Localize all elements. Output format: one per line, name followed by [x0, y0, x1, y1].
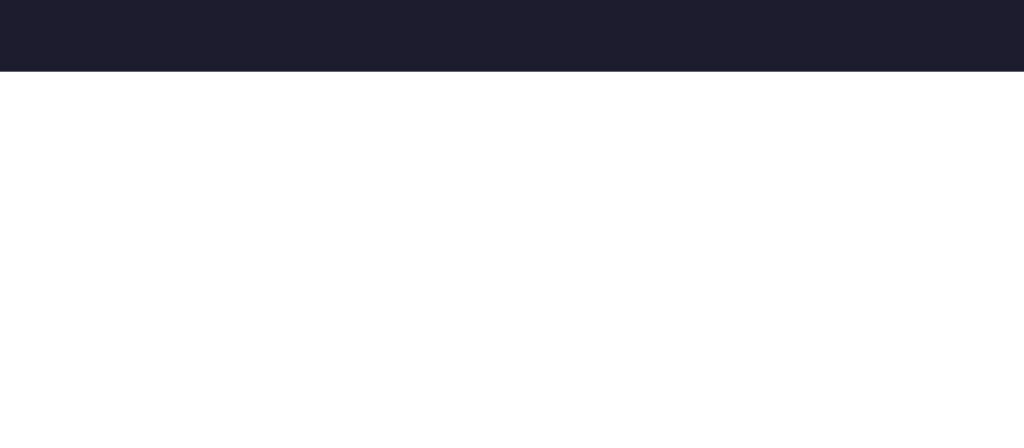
Text: 8.: 8. [20, 99, 55, 129]
Text: the energy of activation ($\mathit{E}_a$) of the reaction assuming: the energy of activation ($\mathit{E}_a$… [92, 231, 1024, 266]
Text: temperature changes from 293 K to 313 K. Calculate: temperature changes from 293 K to 313 K.… [92, 165, 1024, 196]
Text: (NCERT, 3/5, AI 2019, AI 2013): (NCERT, 3/5, AI 2019, AI 2013) [544, 407, 1014, 435]
Text: [$R$ = 8.314 J K$^{-1}$ mol$^{-1}$, log 4 = 0.6021]: [$R$ = 8.314 J K$^{-1}$ mol$^{-1}$, log … [92, 364, 783, 404]
Text: The rate of a reaction becomes four times when the: The rate of a reaction becomes four time… [92, 99, 1024, 129]
Text: that it does not change with temperature.: that it does not change with temperature… [92, 297, 854, 328]
